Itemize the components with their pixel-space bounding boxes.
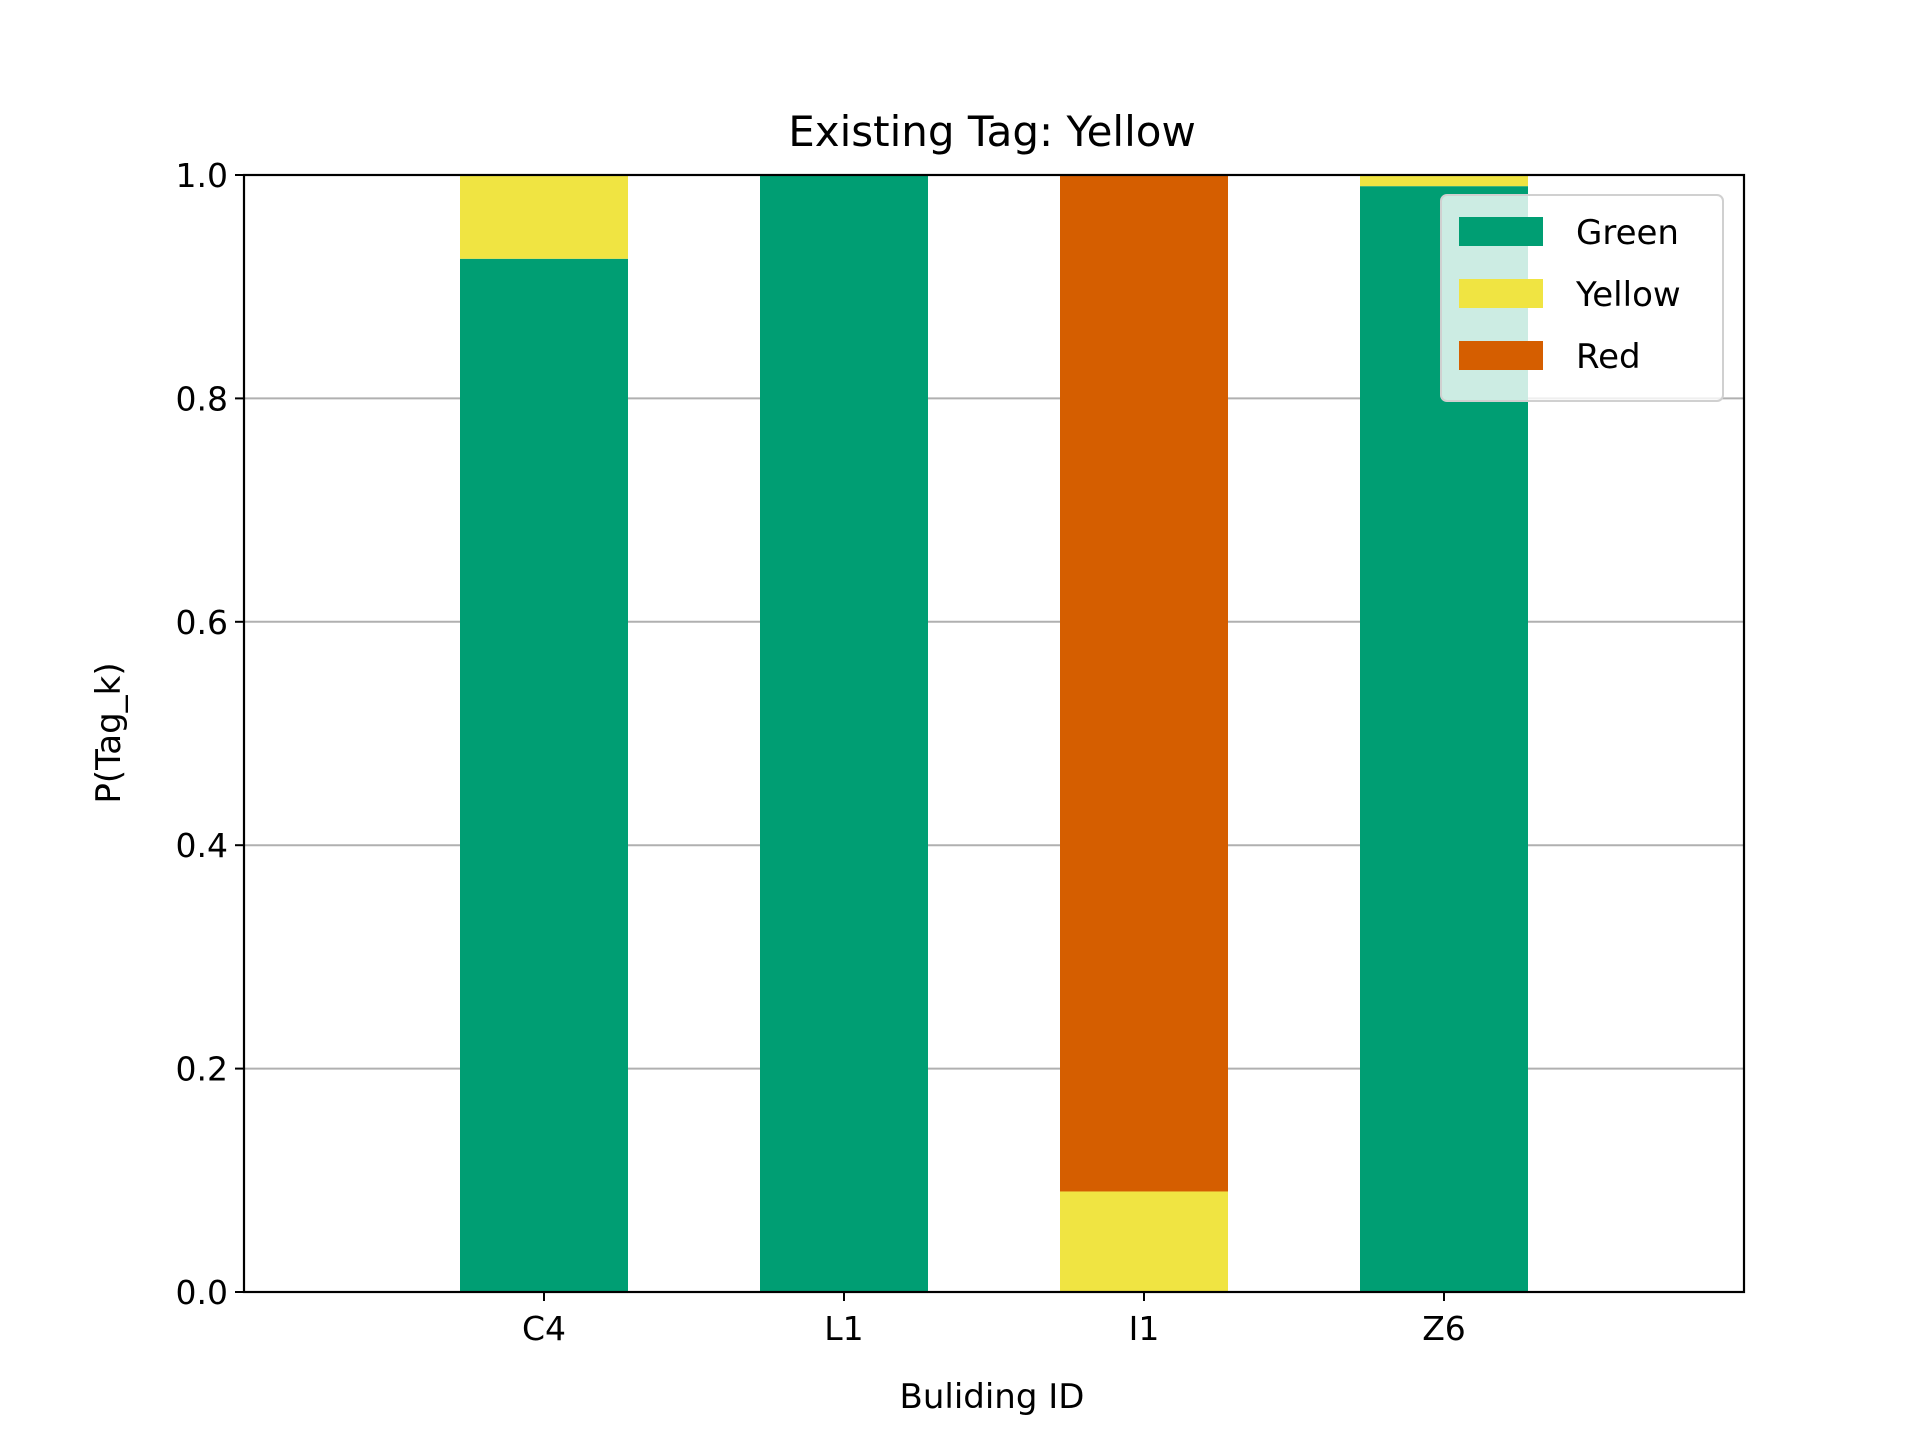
bar-i1-red [1060, 175, 1228, 1192]
bar-l1-green [760, 175, 928, 1292]
y-tick-label: 1.0 [176, 156, 228, 195]
x-tick-label: L1 [824, 1309, 863, 1348]
y-tick-label: 0.2 [176, 1050, 228, 1089]
y-tick-label: 0.6 [176, 603, 228, 642]
y-axis: 0.0 0.2 0.4 0.6 0.8 1.0 [176, 156, 244, 1312]
y-axis-title: P(Tag_k) [89, 662, 129, 803]
x-tick-label: C4 [522, 1309, 566, 1348]
legend-swatch-green [1459, 217, 1543, 246]
x-axis: C4 L1 I1 Z6 [522, 1292, 1466, 1348]
y-tick-label: 0.0 [176, 1273, 228, 1312]
bar-c4-green [460, 258, 628, 1292]
x-tick-label: I1 [1129, 1309, 1160, 1348]
y-tick-label: 0.4 [176, 826, 228, 865]
bar-z6-yellow [1360, 175, 1528, 187]
legend-label-yellow: Yellow [1575, 275, 1681, 315]
legend-swatch-red [1459, 341, 1543, 370]
legend-label-red: Red [1576, 337, 1641, 377]
legend: Green Yellow Red [1440, 194, 1724, 402]
legend-label-green: Green [1576, 213, 1679, 253]
plot-frame [242, 173, 1746, 1294]
legend-swatch-yellow [1459, 279, 1543, 308]
x-axis-title: Buliding ID [900, 1377, 1085, 1417]
x-tick-label: Z6 [1422, 1309, 1466, 1348]
y-tick-label: 0.8 [176, 379, 228, 418]
bar-i1-yellow [1060, 1191, 1228, 1292]
chart-title: Existing Tag: Yellow [788, 107, 1196, 156]
bar-c4-yellow [460, 175, 628, 259]
